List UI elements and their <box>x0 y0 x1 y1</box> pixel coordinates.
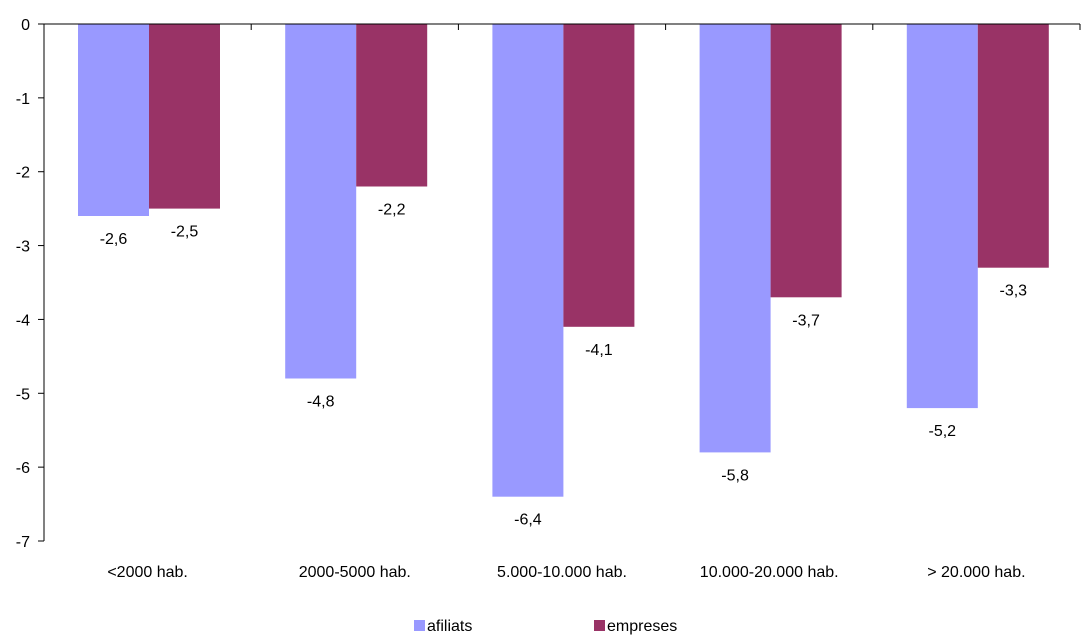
bar-empreses-2 <box>563 24 635 327</box>
data-label: -3,7 <box>792 312 820 329</box>
category-label: 10.000-20.000 hab. <box>700 564 839 581</box>
bar-empreses-3 <box>770 24 842 298</box>
y-tick-label: -3 <box>16 239 30 256</box>
category-label: > 20.000 hab. <box>927 564 1025 581</box>
legend-swatch-afiliats <box>414 620 425 631</box>
bar-empreses-0 <box>149 24 220 209</box>
bar-empreses-4 <box>977 24 1049 268</box>
data-label: -2,6 <box>100 231 128 248</box>
legend-label-empreses: empreses <box>607 618 677 635</box>
data-label: -6,4 <box>514 512 542 529</box>
data-label: -3,3 <box>1000 283 1028 300</box>
bar-afiliats-0 <box>78 24 149 216</box>
bar-afiliats-4 <box>906 24 978 409</box>
data-label: -2,5 <box>171 224 199 241</box>
y-tick-label: -7 <box>16 534 30 551</box>
bar-afiliats-2 <box>492 24 564 497</box>
y-tick-label: -4 <box>16 312 30 329</box>
data-label: -4,8 <box>307 394 335 411</box>
data-label: -5,8 <box>721 467 749 484</box>
bar-afiliats-3 <box>699 24 771 453</box>
legend-label-afiliats: afiliats <box>427 618 472 635</box>
legend-swatch-empreses <box>594 620 605 631</box>
data-label: -5,2 <box>929 423 957 440</box>
y-tick-label: -2 <box>16 165 30 182</box>
category-label: 2000-5000 hab. <box>299 564 411 581</box>
bar-empreses-1 <box>356 24 428 187</box>
category-label: <2000 hab. <box>107 564 188 581</box>
y-tick-label: -1 <box>16 91 30 108</box>
bar-afiliats-1 <box>285 24 357 379</box>
data-label: -2,2 <box>378 202 406 219</box>
y-tick-label: 0 <box>21 17 30 34</box>
category-label: 5.000-10.000 hab. <box>497 564 627 581</box>
data-label: -4,1 <box>585 342 613 359</box>
y-tick-label: -6 <box>16 460 30 477</box>
y-tick-label: -5 <box>16 386 30 403</box>
